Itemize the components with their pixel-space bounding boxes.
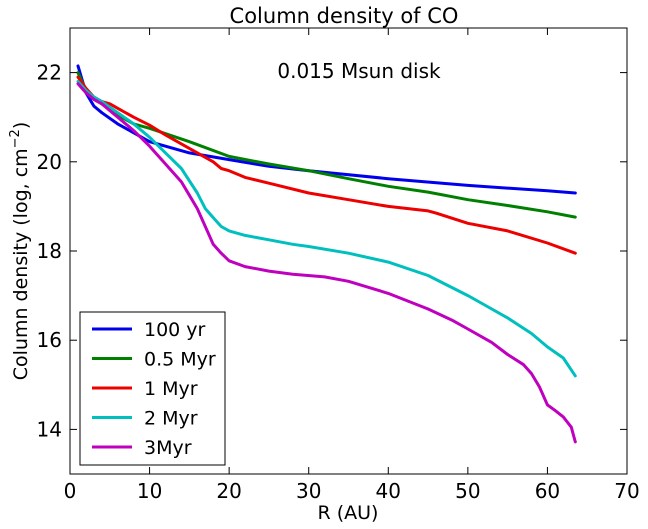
axis-ticks: 0 10 20 30 40 50 60 70 14 16 18 20 22 [37,28,640,503]
x-axis-label: R (AU) [318,502,379,524]
x-tick-label-1: 10 [137,479,162,503]
y-axis-label-close: ) [10,122,32,129]
disk-mass-annotation: 0.015 Msun disk [277,59,441,83]
y-axis-label: Column density (log, cm−2) [8,122,32,381]
legend-label-1: 0.5 Myr [144,349,216,371]
x-tick-label-3: 30 [296,479,321,503]
y-tick-label-2: 18 [37,239,62,263]
x-tick-label-2: 20 [216,479,241,503]
y-axis-label-exponent: −2 [8,129,23,148]
x-tick-label-6: 60 [535,479,560,503]
x-tick-label-4: 40 [376,479,401,503]
series-line-0 [76,64,577,195]
plot-frame [69,27,628,475]
legend-label-0: 100 yr [144,319,206,341]
series-line-3 [76,80,577,378]
y-tick-label-4: 22 [37,61,62,85]
legend: 100 yr 0.5 Myr 1 Myr 2 Myr 3Myr [79,311,226,466]
y-tick-label-0: 14 [37,417,62,441]
chart-title: Column density of CO [230,4,459,28]
legend-label-2: 1 Myr [144,378,198,400]
x-tick-label-0: 0 [64,479,77,503]
x-tick-label-7: 70 [614,479,639,503]
y-tick-label-3: 20 [37,150,62,174]
x-tick-label-5: 50 [455,479,480,503]
series-line-4 [76,82,577,444]
legend-label-4: 3Myr [144,437,192,459]
series-line-2 [76,75,577,255]
y-axis-label-main: Column density (log, cm [10,148,32,380]
legend-label-3: 2 Myr [144,408,198,430]
y-tick-label-1: 16 [37,328,62,352]
series-lines [76,64,577,444]
